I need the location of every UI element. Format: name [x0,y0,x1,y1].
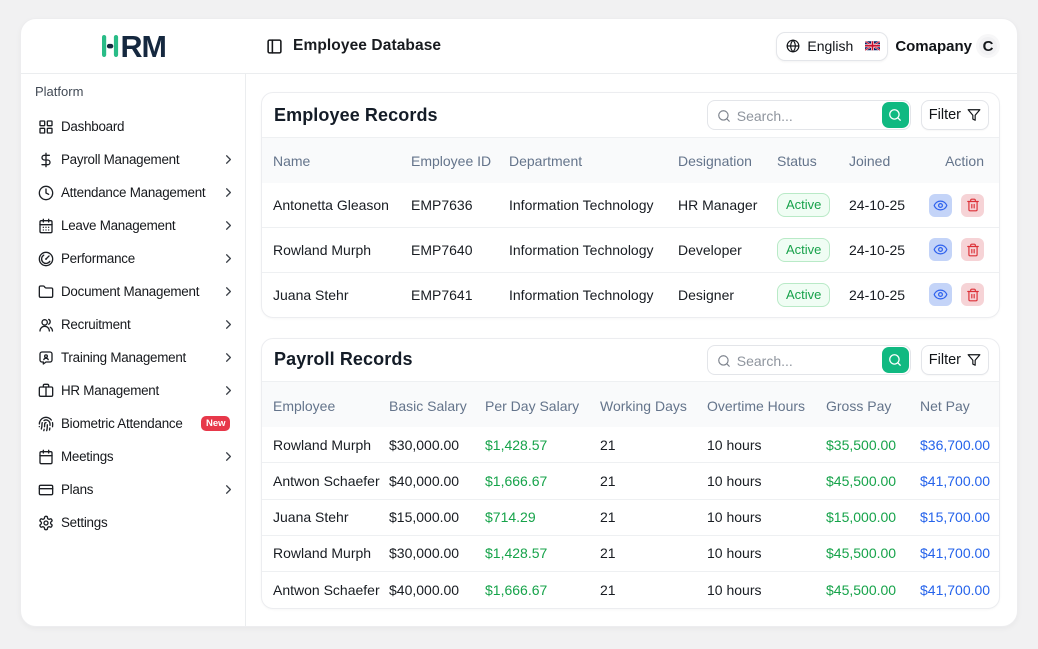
svg-text:RM: RM [120,34,165,58]
